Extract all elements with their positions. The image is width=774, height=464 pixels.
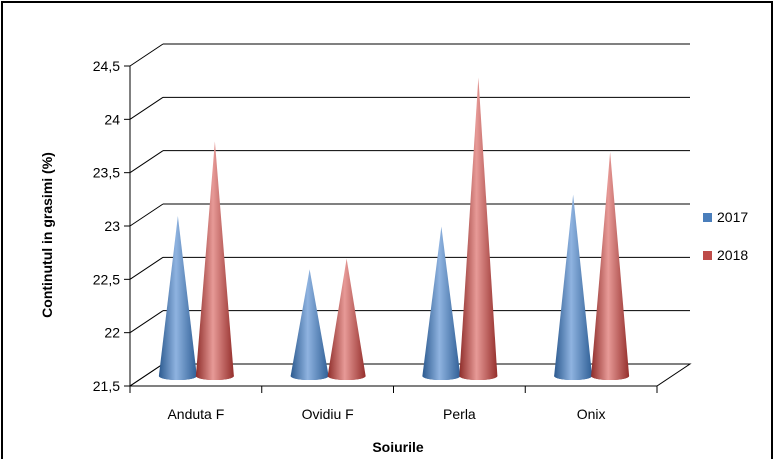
y-axis-title: Continutul in grasimi (%) — [39, 152, 55, 318]
x-tick-label: Ovidiu F — [302, 406, 354, 422]
legend-swatch — [703, 251, 712, 260]
y-tick-label: 22,5 — [93, 271, 120, 287]
x-tick-label: Anduta F — [167, 406, 224, 422]
gridline-diagonal — [129, 203, 164, 227]
y-tick-label: 23 — [104, 218, 120, 234]
legend-swatch — [703, 213, 712, 222]
gridline-diagonal — [129, 310, 164, 334]
cone-bar — [195, 141, 234, 380]
y-tick-label: 24 — [104, 111, 120, 127]
gridline-diagonal — [129, 256, 164, 280]
gridline-diagonal — [129, 43, 164, 67]
legend: 2017 2018 — [703, 209, 748, 263]
gridline-diagonal — [129, 96, 164, 120]
cone-series — [158, 77, 630, 380]
cone-bar — [554, 194, 593, 380]
legend-label: 2017 — [717, 209, 748, 225]
cone-bar — [459, 77, 498, 380]
x-axis-title: Soiurile — [372, 439, 424, 455]
y-tick-label: 21,5 — [93, 378, 120, 394]
y-axis-ticks: 21,5 22 22,5 23 23,5 24 24,5 — [93, 58, 130, 394]
cone-bar — [158, 216, 197, 380]
gridline-diagonal — [129, 150, 164, 174]
y-tick-label: 24,5 — [93, 58, 120, 74]
x-tick-label: Onix — [577, 406, 606, 422]
y-tick-label: 22 — [104, 325, 120, 341]
legend-label: 2018 — [717, 247, 748, 263]
chart-floor — [128, 363, 692, 387]
cone-bar — [422, 226, 461, 380]
cone-bar — [327, 258, 366, 380]
cone-bar — [591, 152, 630, 380]
cone-bar — [290, 269, 329, 380]
y-tick-label: 23,5 — [93, 165, 120, 181]
x-tick-label: Perla — [443, 406, 476, 422]
x-axis: Anduta F Ovidiu F Perla Onix — [129, 386, 658, 422]
